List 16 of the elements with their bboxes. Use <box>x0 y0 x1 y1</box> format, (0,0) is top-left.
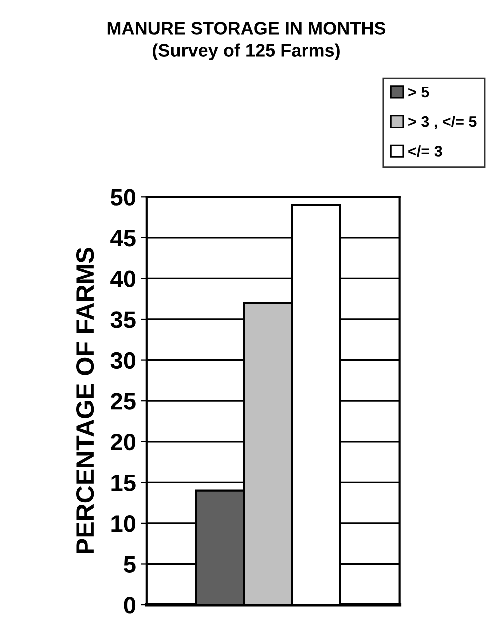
legend-label: > 5 <box>408 86 430 98</box>
y-axis-title: PERCENTAGE OF FARMS <box>76 248 94 554</box>
y-tick-label: 25 <box>111 393 136 410</box>
y-tick-label: 45 <box>110 230 136 247</box>
legend-label: </= 3 <box>408 146 442 158</box>
chart-title: MANURE STORAGE IN MONTHS (Survey of 125 Farms) <box>108 22 386 61</box>
y-tick-label: 5 <box>124 556 136 574</box>
y-tick-label: 30 <box>110 352 136 370</box>
y-tick-label: 15 <box>112 474 136 492</box>
y-tick-label: 40 <box>110 270 136 288</box>
y-tick-label: 10 <box>112 516 136 532</box>
y-tick-label: 35 <box>110 312 136 328</box>
y-tick-label: 20 <box>111 434 136 451</box>
y-tick-label: 0 <box>124 597 136 614</box>
y-tick-label: 50 <box>110 189 136 206</box>
legend-label: > 3 , </= 5 <box>408 116 477 130</box>
